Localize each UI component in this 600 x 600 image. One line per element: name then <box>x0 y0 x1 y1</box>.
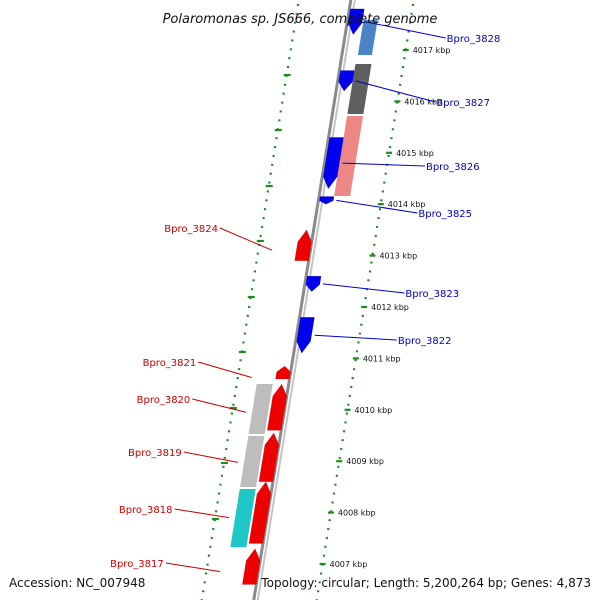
forward-gene-label: Bpro_3826 <box>426 162 480 173</box>
ruler-label: 4015 kbp <box>396 149 434 158</box>
reverse-gene-arrow <box>248 481 272 544</box>
forward-gene-label: Bpro_3823 <box>405 289 459 300</box>
reverse-gene-leader <box>183 451 238 463</box>
forward-gene-arrow <box>322 137 344 190</box>
forward-gene-arrow <box>338 70 355 92</box>
forward-gene-leader <box>365 21 446 39</box>
forward-gene-leader <box>336 199 418 214</box>
feature-block-lightgrey <box>240 436 265 487</box>
forward-gene-arrow <box>347 8 365 36</box>
kbp-ruler: 4017 kbp 4016 kbp 4015 kbp 4014 kbp 4013 kbp… <box>319 46 451 569</box>
map-title: Polaromonas sp. JS666, complete genome <box>163 12 438 27</box>
forward-gene-label: Bpro_3822 <box>398 336 452 347</box>
feature-block-lightgrey <box>248 384 273 434</box>
feature-block-cyan <box>230 489 256 547</box>
ruler-label: 4011 kbp <box>363 354 401 363</box>
forward-gene-arrow <box>319 196 335 205</box>
feature-block-darkgrey <box>347 64 372 114</box>
reverse-gene-label: Bpro_3818 <box>119 505 173 516</box>
gene-labels: Bpro_3828 Bpro_3827 Bpro_3826 Bpro_3825 Bpro… <box>110 21 501 573</box>
ruler-label: 4007 kbp <box>330 560 368 569</box>
ruler-label: 4012 kbp <box>371 303 409 312</box>
forward-gene-arrow <box>296 317 315 354</box>
forward-gene-leader <box>342 162 425 167</box>
forward-gene-leader <box>322 283 405 294</box>
forward-gene-label: Bpro_3828 <box>447 34 501 45</box>
reverse-gene-label: Bpro_3821 <box>143 358 197 369</box>
feature-block-pink <box>334 116 364 196</box>
forward-gene-arrow <box>305 275 322 292</box>
accession-text: Accession: NC_007948 <box>9 576 145 590</box>
left-dotted-track <box>200 0 300 600</box>
feature-block-steelblue <box>357 20 378 55</box>
reverse-gene-leader <box>219 227 273 251</box>
right-dotted-track <box>315 0 415 600</box>
reverse-gene-leader <box>165 562 221 573</box>
ruler-label: 4017 kbp <box>413 46 451 55</box>
reverse-gene-arrow <box>266 383 288 431</box>
reverse-gene-arrow <box>294 229 312 261</box>
forward-gene-label: Bpro_3825 <box>418 209 472 220</box>
forward-gene-label: Bpro_3827 <box>436 98 490 109</box>
reverse-gene-label: Bpro_3820 <box>137 395 191 406</box>
ruler-label: 4008 kbp <box>338 509 376 518</box>
reverse-gene-arrow <box>275 365 291 380</box>
forward-gene-leader <box>355 80 436 103</box>
ruler-label: 4016 kbp <box>404 97 442 106</box>
ruler-label: 4010 kbp <box>355 406 393 415</box>
feature-tracks <box>230 20 378 547</box>
reverse-gene-leader <box>192 398 247 413</box>
reverse-gene-label: Bpro_3824 <box>164 224 218 235</box>
gene-tracks <box>241 8 365 585</box>
reverse-gene-arrow <box>241 548 261 585</box>
reverse-gene-label: Bpro_3817 <box>110 559 164 570</box>
backbone-line-inner <box>256 0 356 600</box>
ruler-label: 4014 kbp <box>388 200 426 209</box>
forward-gene-leader <box>314 334 397 341</box>
ruler-label: 4013 kbp <box>379 252 417 261</box>
reverse-gene-label: Bpro_3819 <box>128 448 182 459</box>
outer-dotted-tracks <box>200 0 415 600</box>
reverse-gene-leader <box>198 361 252 379</box>
topology-text: Topology: circular; Length: 5,200,264 bp… <box>260 576 591 590</box>
reverse-gene-leader <box>174 508 229 519</box>
ruler-label: 4009 kbp <box>346 457 384 466</box>
